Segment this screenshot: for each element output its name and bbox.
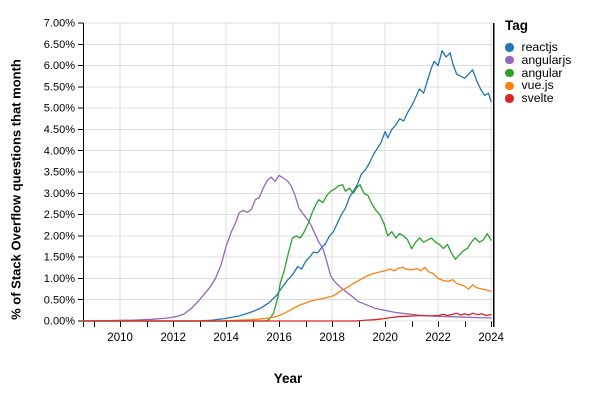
legend-item-angularjs[interactable]: angularjs [503, 52, 598, 67]
y-axis-title: % of Stack Overflow questions that month [8, 59, 24, 320]
legend-item-reactjs[interactable]: reactjs [503, 41, 598, 54]
legend: Tag reactjs angularjs angular vue.js svelte [503, 18, 598, 105]
x-axis-title: Year [273, 371, 303, 386]
svg-text:0.00%: 0.00% [44, 316, 75, 328]
legend-item-vue.js[interactable]: vue.js [503, 79, 598, 92]
svg-text:1.50%: 1.50% [44, 252, 75, 264]
svg-text:2.50%: 2.50% [44, 209, 75, 221]
svg-text:2014: 2014 [213, 332, 239, 344]
legend-label: angularjs [521, 52, 572, 67]
svg-text:2018: 2018 [319, 332, 345, 344]
plot-line-angularjs [82, 174, 492, 322]
legend-item-list: reactjs angularjs angular vue.js svelte [503, 41, 598, 105]
legend-swatch-icon [505, 94, 514, 103]
legend-label: vue.js [521, 78, 554, 93]
x-axis-tick-labels: 2010 2012 2014 2016 2018 2020 2022 2024 [107, 332, 504, 344]
svg-text:2024: 2024 [478, 332, 504, 344]
legend-swatch-icon [505, 81, 514, 91]
svg-text:1.00%: 1.00% [44, 273, 75, 285]
svg-text:0.50%: 0.50% [44, 294, 75, 306]
legend-swatch-icon [505, 68, 514, 78]
svg-text:3.50%: 3.50% [44, 167, 75, 179]
legend-label: svelte [521, 91, 554, 106]
svg-text:5.00%: 5.00% [44, 103, 75, 115]
legend-item-angular[interactable]: angular [503, 65, 598, 80]
plot-line-angular [82, 184, 492, 322]
legend-label: angular [521, 65, 563, 80]
svg-text:7.00%: 7.00% [44, 18, 75, 30]
svg-text:6.50%: 6.50% [44, 39, 75, 51]
svg-text:5.50%: 5.50% [44, 81, 75, 93]
svg-text:2020: 2020 [372, 332, 398, 344]
svg-text:2022: 2022 [425, 332, 451, 344]
grid [83, 22, 493, 322]
legend-label: reactjs [521, 40, 558, 54]
svg-text:4.50%: 4.50% [44, 124, 75, 136]
plot-line-reactjs [82, 50, 492, 322]
legend-item-svelte[interactable]: svelte [503, 92, 598, 105]
svg-text:2012: 2012 [160, 332, 186, 344]
svg-text:3.00%: 3.00% [44, 188, 75, 200]
legend-title: Tag [505, 18, 528, 33]
svg-text:4.00%: 4.00% [44, 145, 75, 157]
svg-text:2016: 2016 [266, 332, 292, 344]
legend-swatch-icon [505, 55, 514, 65]
y-axis [78, 22, 84, 327]
x-axis [94, 321, 492, 327]
legend-swatch-icon [505, 43, 514, 52]
svg-text:2010: 2010 [107, 332, 133, 344]
plot-line-svelte [82, 312, 492, 322]
svg-text:2.00%: 2.00% [44, 230, 75, 242]
y-axis-tick-labels: 0.00% 0.50% 1.00% 1.50% 2.00% 2.50% 3.00% 3.50%… [44, 18, 75, 328]
plot-line-vue.js [82, 266, 492, 322]
svg-text:6.00%: 6.00% [44, 60, 75, 72]
